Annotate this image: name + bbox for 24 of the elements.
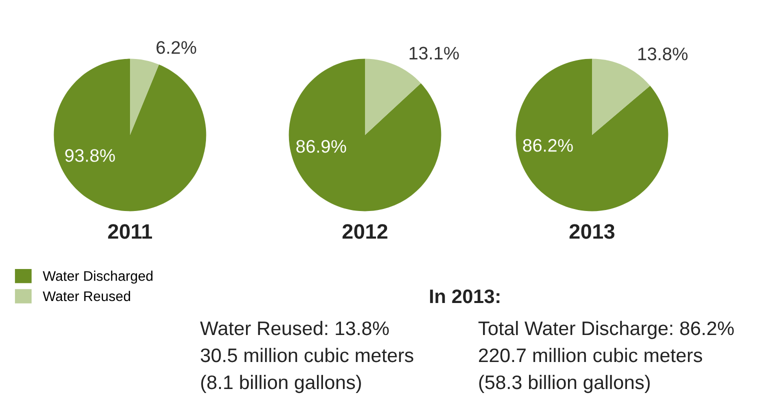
text: (58.3 billion gallons) [479,374,650,394]
text: 2011 [108,224,152,239]
data-label: 13.1% [410,46,459,60]
pie-slice [592,58,650,135]
data-label: 93.8% [65,149,115,162]
pie-slice [130,58,159,135]
text: In 2013: [430,289,500,304]
text: Water Reused: 13.8% [200,320,389,336]
text: 2012 [342,224,388,239]
data-label: 6.2% [156,41,196,54]
pie-slice [365,58,421,135]
data-label: 86.2% [523,139,573,152]
pie-slice [288,58,442,212]
pie-slice [54,58,206,212]
text: Total Water Discharge: 86.2% [478,320,734,340]
pie-slice [516,58,668,212]
text: 220.7 million cubic meters [478,348,702,362]
text: 30.5 million cubic meters [200,348,414,362]
legend-label: Water Discharged [42,270,152,284]
data-label: 86.9% [296,140,346,153]
legend-label: Water Reused [42,290,130,302]
text: 2013 [570,224,614,239]
data-label: 13.8% [638,48,688,60]
text: (8.1 billion gallons) [201,374,361,394]
